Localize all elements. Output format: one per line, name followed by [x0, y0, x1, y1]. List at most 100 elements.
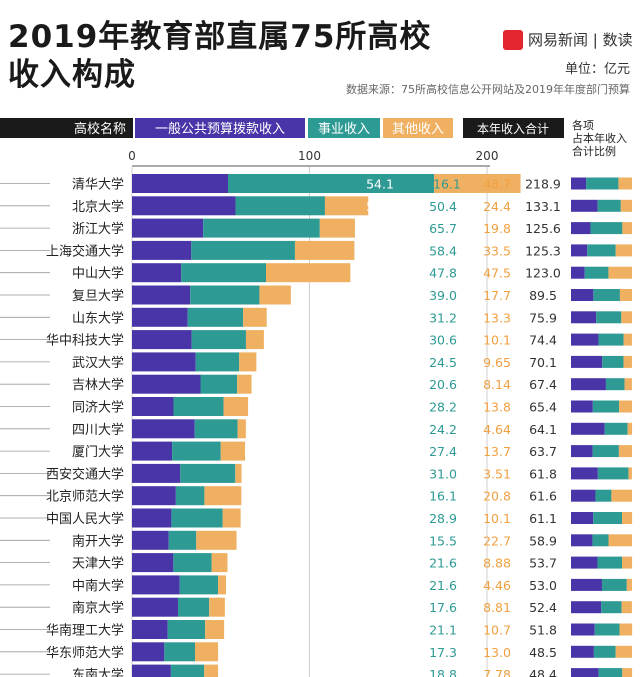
business-value: 21.1 — [429, 623, 457, 638]
bar-other — [204, 486, 242, 506]
business-value: 47.8 — [429, 266, 457, 281]
share-bar-gov — [571, 422, 605, 435]
share-bar-business — [593, 289, 620, 301]
bar-gov — [132, 620, 168, 639]
other-value: 13.7 — [483, 444, 511, 459]
share-bar-business — [593, 645, 616, 658]
bar-gov — [132, 597, 178, 617]
share-bar-business — [597, 199, 621, 212]
bar-gov — [132, 486, 176, 506]
other-value: 22.7 — [483, 533, 511, 548]
bar-other — [196, 530, 237, 550]
other-value: 10.7 — [483, 623, 511, 638]
legend-gov-label: 一般公共预算拨款收入 — [155, 121, 285, 137]
bar-other — [324, 196, 369, 216]
gov-value: 35.9 — [366, 355, 394, 370]
share-bar-other — [626, 578, 632, 591]
share-bar-other — [619, 400, 632, 413]
category-label: 西安交通大学 — [46, 466, 124, 482]
share-bar-other — [621, 601, 632, 614]
share-bar-gov — [571, 601, 602, 614]
bar-gov — [132, 441, 173, 461]
category-label: 天津大学 — [72, 556, 124, 572]
category-label: 武汉大学 — [72, 355, 124, 371]
gov-value: 38.6 — [366, 377, 394, 392]
gov-value: 35.3 — [366, 422, 394, 437]
category-label: 东南大学 — [72, 667, 124, 677]
bar-business — [177, 597, 210, 617]
bar-other — [237, 374, 252, 394]
legend-business-swatch — [308, 118, 380, 138]
share-bar-gov — [571, 623, 595, 636]
share-bar-business — [598, 333, 624, 346]
share-bar-business — [596, 311, 622, 324]
category-label: 浙江大学 — [72, 221, 124, 237]
share-bar-business — [586, 177, 619, 190]
bar-other — [223, 397, 249, 416]
legend-university-label: 高校名称 — [74, 121, 126, 137]
share-bar-other — [618, 445, 632, 458]
category-label: 上海交通大学 — [46, 243, 124, 259]
total-value: 61.1 — [529, 511, 557, 526]
bar-business — [200, 374, 238, 394]
category-label: 吉林大学 — [72, 377, 124, 393]
business-value: 21.6 — [429, 578, 457, 593]
gov-value: 27.7 — [366, 266, 394, 281]
business-value: 16.1 — [429, 489, 457, 504]
bar-other — [239, 352, 257, 372]
other-value: 48.7 — [483, 177, 511, 192]
other-value: 3.51 — [483, 466, 511, 481]
bar-business — [175, 486, 205, 506]
business-value: 31.0 — [429, 466, 457, 481]
bar-business — [173, 553, 212, 573]
share-bar-other — [620, 199, 632, 212]
share-bar-other — [615, 244, 632, 257]
category-label: 中山大学 — [72, 266, 124, 282]
share-bar-other — [622, 556, 633, 569]
share-bar-gov — [571, 512, 594, 524]
category-label: 北京师范大学 — [46, 489, 124, 505]
bar-other — [205, 620, 225, 639]
bar-gov — [132, 397, 174, 416]
bar-other — [243, 307, 267, 327]
other-value: 24.4 — [483, 199, 511, 214]
share-bar-business — [590, 222, 623, 235]
share-bar-business — [597, 467, 629, 480]
other-value: 17.7 — [483, 288, 511, 303]
bar-gov — [132, 419, 195, 439]
share-bar-gov — [571, 467, 598, 480]
other-value: 4.46 — [483, 578, 511, 593]
legend-gov-swatch — [135, 118, 305, 138]
brand-label: 网易新闻 | 数读 — [528, 31, 633, 49]
other-value: 19.8 — [483, 221, 511, 236]
chart-title: 2019年教育部直属75所高校 收入构成 — [8, 18, 431, 94]
total-value: 52.4 — [529, 600, 557, 615]
share-bar-other — [627, 422, 633, 435]
share-bar-gov — [571, 489, 596, 502]
share-bar-other — [611, 489, 632, 502]
business-value: 30.6 — [429, 333, 457, 348]
gov-value: 31.4 — [366, 310, 394, 325]
bar-business — [173, 397, 224, 416]
gov-value: 32.8 — [366, 288, 394, 303]
bar-gov — [132, 218, 204, 238]
gov-value: 20.1 — [366, 623, 394, 638]
bar-other — [434, 174, 521, 193]
share-bar-gov — [571, 199, 598, 212]
total-value: 61.8 — [529, 466, 557, 481]
business-value: 20.6 — [429, 377, 457, 392]
bar-business — [170, 664, 205, 677]
gov-value: 18.2 — [366, 645, 394, 660]
share-bar-other — [622, 222, 632, 235]
share-bar-gov — [571, 400, 593, 413]
business-value: 17.3 — [429, 645, 457, 660]
other-value: 7.78 — [483, 667, 511, 677]
bar-business — [187, 307, 244, 327]
total-value: 67.4 — [529, 377, 557, 392]
total-value: 51.8 — [529, 623, 557, 638]
category-label: 北京大学 — [72, 199, 124, 215]
total-value: 133.1 — [525, 199, 561, 214]
bar-other — [259, 285, 291, 305]
category-label: 华中科技大学 — [46, 333, 124, 349]
gov-value: 40.1 — [366, 221, 394, 236]
